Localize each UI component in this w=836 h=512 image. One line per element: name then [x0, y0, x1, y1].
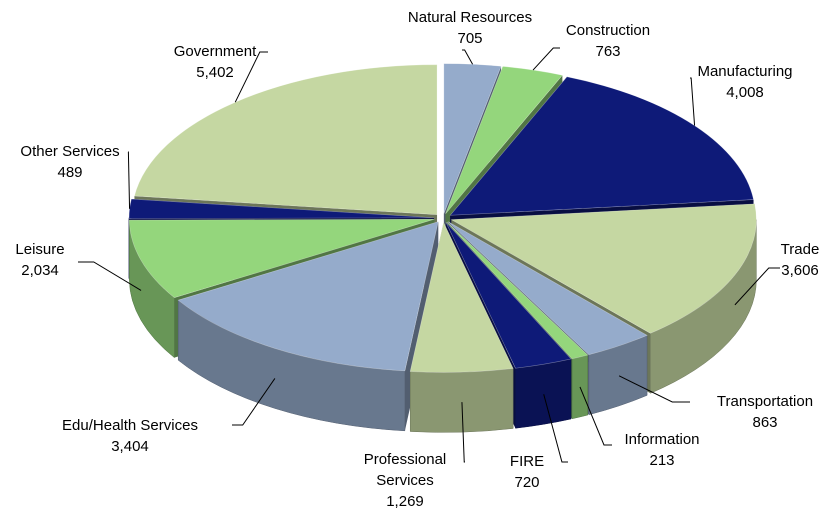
category-label: Edu/Health Services [62, 415, 198, 436]
category-label: Professional Services [350, 449, 460, 491]
leader-line [690, 78, 695, 126]
value-label: 3,404 [62, 436, 198, 457]
value-label: 4,008 [697, 82, 792, 103]
category-label: Manufacturing [697, 61, 792, 82]
leader-line [533, 48, 560, 70]
slice-wall [515, 359, 571, 428]
category-label: Information [624, 429, 699, 450]
value-label: 213 [624, 450, 699, 471]
category-label: Construction [566, 20, 650, 41]
slice-wall [410, 368, 513, 432]
category-label: Natural Resources [408, 7, 532, 28]
leader-line [462, 50, 473, 64]
slice-wall [572, 355, 588, 419]
category-label: Transportation [717, 391, 813, 412]
category-label: Leisure [15, 239, 64, 260]
leader-line [128, 152, 130, 209]
value-label: 720 [510, 472, 544, 493]
value-label: 863 [717, 412, 813, 433]
value-label: 5,402 [174, 62, 257, 83]
category-label: Government [174, 41, 257, 62]
category-label: Other Services [20, 141, 119, 162]
value-label: 763 [566, 41, 650, 62]
value-label: 3,606 [781, 260, 820, 281]
category-label: Trade [781, 239, 820, 260]
slices [129, 64, 756, 373]
value-label: 1,269 [350, 491, 460, 512]
value-label: 489 [20, 162, 119, 183]
value-label: 2,034 [15, 260, 64, 281]
value-label: 705 [408, 28, 532, 49]
category-label: FIRE [510, 451, 544, 472]
slice [134, 65, 437, 215]
